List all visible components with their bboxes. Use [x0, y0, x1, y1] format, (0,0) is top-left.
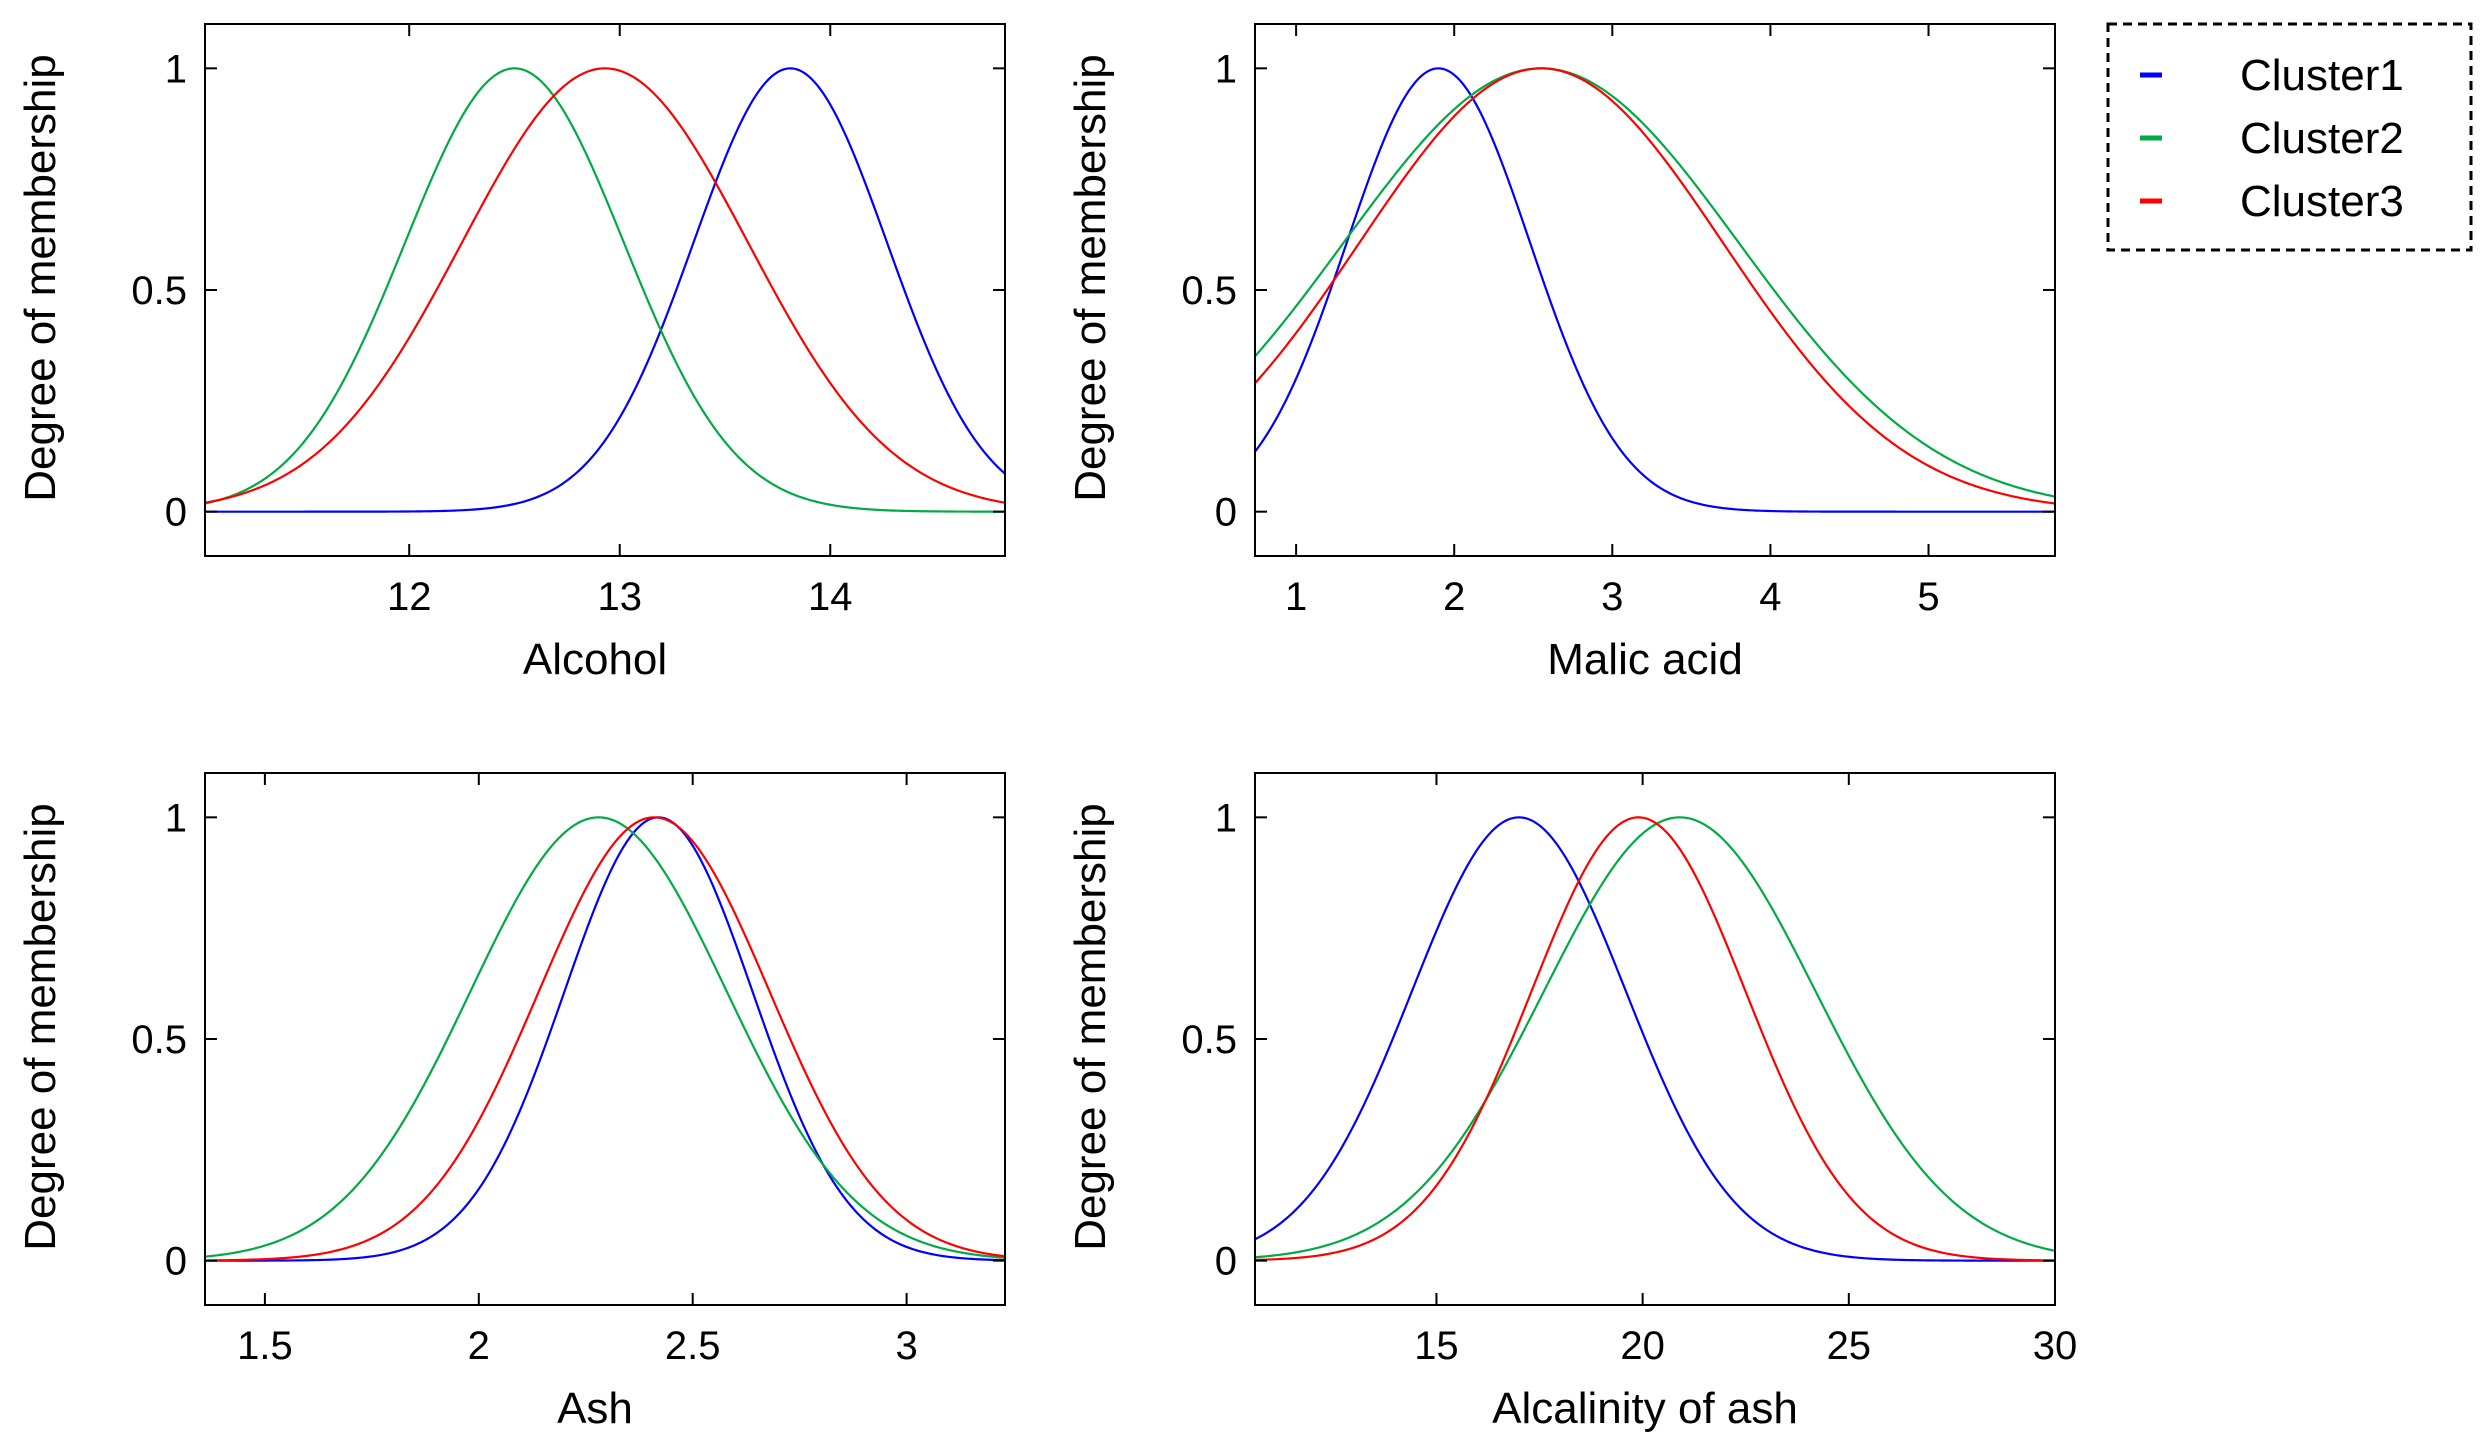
- y-tick-label: 1: [1215, 47, 1237, 91]
- x-axis-label: Alcohol: [523, 635, 667, 684]
- y-tick-label: 0.5: [1181, 1018, 1237, 1062]
- x-tick-label: 13: [597, 575, 642, 619]
- x-tick-label: 2.5: [665, 1324, 721, 1368]
- x-tick-label: 5: [1917, 575, 1939, 619]
- series-line-cluster2: [1255, 67, 2055, 498]
- legend-label-1: Cluster1: [2240, 51, 2404, 100]
- x-tick-label: 3: [1601, 575, 1623, 619]
- x-tick-label: 1: [1285, 575, 1307, 619]
- series-line-cluster3: [1255, 67, 2055, 505]
- x-axis-label: Ash: [557, 1384, 633, 1433]
- y-axis-label: Degree of membership: [1066, 803, 1115, 1251]
- subplot-1: 12 13 14 0 0.5 1 Alcohol Degree of membership: [16, 23, 1006, 684]
- y-axis-label: Degree of membership: [16, 803, 65, 1251]
- series-line-cluster1: [1255, 816, 2055, 1262]
- x-tick-label: 1.5: [237, 1324, 293, 1368]
- series-line-cluster1: [205, 67, 1005, 513]
- series-line-cluster3: [1255, 816, 2055, 1262]
- x-tick-label: 12: [387, 575, 432, 619]
- x-tick-label: 2: [1443, 575, 1465, 619]
- axes-frame: [204, 23, 1006, 557]
- series-line-cluster1: [205, 816, 1005, 1262]
- x-axis-label: Alcalinity of ash: [1492, 1384, 1798, 1433]
- legend-entry-2: Cluster2: [2140, 114, 2404, 163]
- y-tick-label: 0.5: [131, 1018, 187, 1062]
- series-line-cluster2: [205, 816, 1005, 1259]
- x-tick-label: 2: [468, 1324, 490, 1368]
- subplot-2: 1 2 3 4 5 0 0.5 1 Malic acid Degree of membership: [1066, 23, 2056, 684]
- y-tick-label: 0.5: [1181, 269, 1237, 313]
- y-axis-label: Degree of membership: [16, 54, 65, 502]
- series-line-cluster2: [205, 67, 1005, 513]
- x-tick-label: 20: [1620, 1324, 1665, 1368]
- y-tick-label: 0: [1215, 1240, 1237, 1284]
- x-tick-label: 4: [1759, 575, 1781, 619]
- series-line-cluster2: [1255, 816, 2055, 1259]
- x-tick-label: 25: [1827, 1324, 1872, 1368]
- x-tick-label: 14: [808, 575, 853, 619]
- x-tick-label: 15: [1414, 1324, 1459, 1368]
- y-tick-label: 0: [165, 1240, 187, 1284]
- legend-label-2: Cluster2: [2240, 114, 2404, 163]
- y-tick-label: 1: [165, 796, 187, 840]
- x-tick-label: 30: [2033, 1324, 2078, 1368]
- axes-frame: [1254, 23, 2056, 557]
- legend-entry-1: Cluster1: [2140, 51, 2404, 100]
- series-line-cluster3: [205, 67, 1005, 504]
- legend-entry-3: Cluster3: [2140, 177, 2404, 226]
- y-tick-label: 0: [165, 491, 187, 535]
- legend-box: [2106, 22, 2473, 252]
- legend-label-3: Cluster3: [2240, 177, 2404, 226]
- y-tick-label: 1: [1215, 796, 1237, 840]
- x-tick-label: 3: [895, 1324, 917, 1368]
- y-tick-label: 0.5: [131, 269, 187, 313]
- series-line-cluster3: [205, 816, 1005, 1262]
- subplot-3: 1.5 2 2.5 3 0 0.5 1 Ash Degree of membership: [16, 772, 1006, 1433]
- legend: Cluster1 Cluster2 Cluster3: [2106, 22, 2473, 252]
- series-line-cluster1: [1255, 67, 2055, 513]
- x-axis-label: Malic acid: [1547, 635, 1743, 684]
- y-tick-label: 0: [1215, 491, 1237, 535]
- y-axis-label: Degree of membership: [1066, 54, 1115, 502]
- y-tick-label: 1: [165, 47, 187, 91]
- subplot-4: 15 20 25 30 0 0.5 1 Alcalinity of ash Degree of …: [1066, 772, 2078, 1433]
